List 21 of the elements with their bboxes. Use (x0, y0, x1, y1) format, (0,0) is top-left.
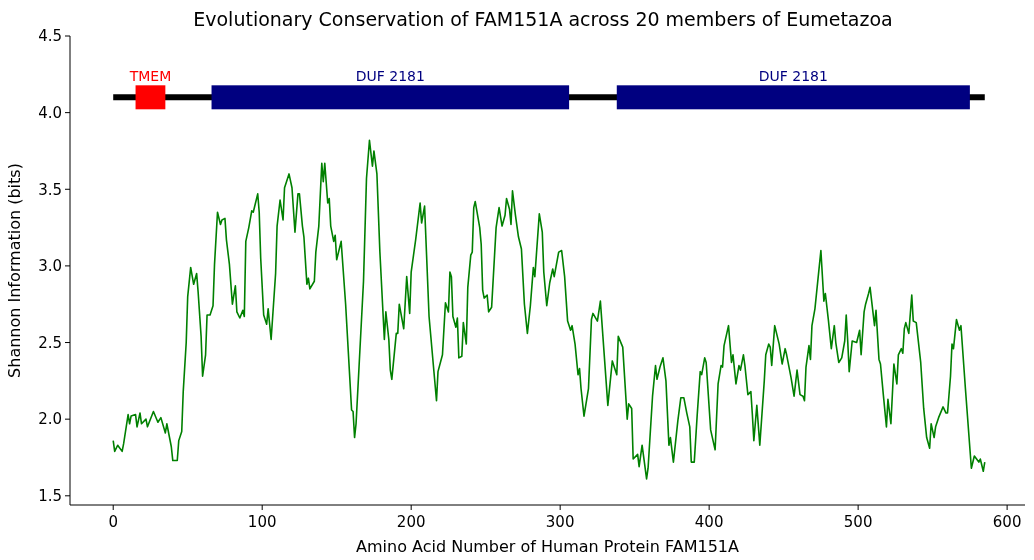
x-tick-label: 400 (694, 513, 724, 531)
chart-title: Evolutionary Conservation of FAM151A across 20 members of Eumetazoa (193, 8, 893, 30)
x-tick-label: 100 (247, 513, 277, 531)
y-tick-label: 2.5 (38, 333, 62, 352)
y-tick-label: 4.0 (38, 103, 62, 122)
x-tick-label: 200 (396, 513, 426, 531)
x-axis-title: Amino Acid Number of Human Protein FAM151A (356, 537, 740, 556)
y-tick-label: 3.5 (38, 180, 62, 199)
y-axis-title: Shannon Information (bits) (5, 163, 24, 378)
y-tick-label: 4.5 (38, 27, 62, 46)
band-label: DUF 2181 (355, 68, 425, 85)
x-tick-label: 300 (545, 513, 575, 531)
x-tick-label: 0 (108, 513, 118, 531)
x-tick-label: 500 (843, 513, 873, 531)
y-tick-label: 2.0 (38, 410, 62, 429)
band-label: DUF 2181 (758, 68, 828, 85)
y-tick-label: 3.0 (38, 257, 62, 276)
y-tick-label: 1.5 (38, 487, 62, 506)
band-label: TMEM (128, 68, 172, 85)
line-series (112, 139, 986, 480)
x-tick-label: 600 (992, 513, 1022, 531)
